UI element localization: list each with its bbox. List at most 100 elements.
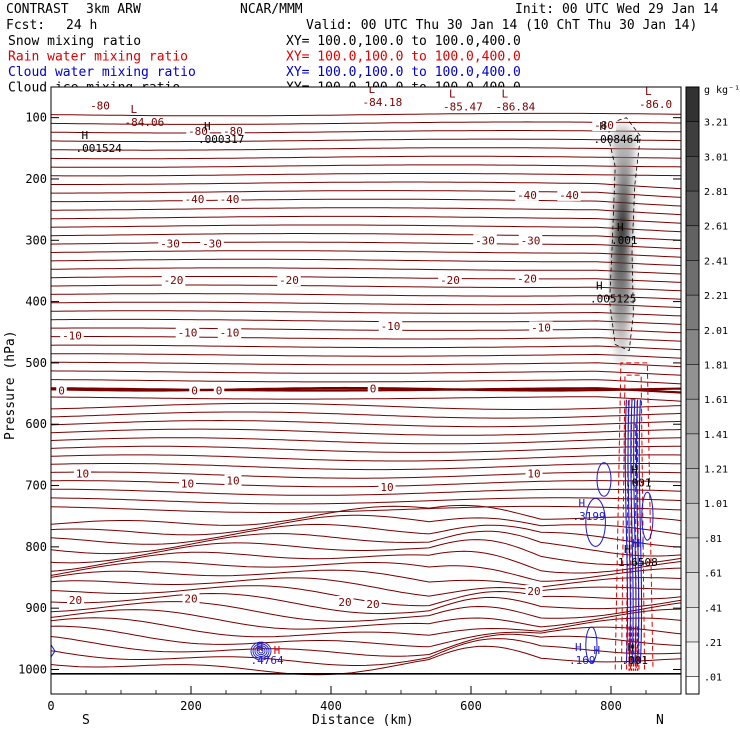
extremum-value: .169 bbox=[569, 654, 596, 667]
isotherm-label-bg bbox=[529, 321, 553, 334]
isotherm-line bbox=[51, 497, 681, 505]
x-tick-label: 200 bbox=[180, 699, 202, 713]
y-tick-label: 1000 bbox=[18, 662, 47, 676]
x-tick-label: 600 bbox=[460, 699, 482, 713]
isotherm-line bbox=[51, 550, 681, 574]
colorbar-cell bbox=[686, 468, 699, 504]
isotherm-label-bg bbox=[438, 274, 462, 287]
isotherm-label-bg bbox=[518, 234, 543, 247]
isotherm-label: -80 bbox=[90, 99, 110, 112]
isotherm-label-bg bbox=[88, 99, 112, 112]
isotherm-label-bg bbox=[182, 592, 200, 605]
isotherm-label-bg bbox=[213, 384, 225, 397]
colorbar-cell bbox=[686, 295, 699, 331]
field-name: Snow mixing ratio bbox=[8, 34, 141, 49]
extremum-value: 1.6508 bbox=[618, 556, 658, 569]
cloud-water-cell bbox=[250, 641, 272, 661]
isotherm-label: 0 bbox=[191, 385, 198, 398]
isotherm-line bbox=[51, 336, 681, 342]
isotherm-line bbox=[51, 147, 681, 151]
isotherm-line bbox=[51, 233, 681, 241]
low-marker: L bbox=[131, 103, 138, 116]
isotherm-label-bg bbox=[67, 594, 84, 607]
isotherm-line bbox=[51, 463, 681, 471]
x-tick-label: 0 bbox=[47, 699, 54, 713]
high-marker: H bbox=[82, 129, 89, 142]
high-marker: H bbox=[628, 641, 635, 654]
colorbar-tick-label: 2.81 bbox=[704, 187, 728, 198]
isotherm-label-bg bbox=[378, 480, 396, 493]
extremum-value: -84.18 bbox=[363, 96, 403, 109]
axes: 0 200 400 600 800100200300400500600700800900… bbox=[18, 111, 682, 713]
isotherm-label: -10 bbox=[531, 321, 551, 334]
isotherm-line bbox=[51, 437, 681, 445]
colorbar-tick-label: 3.01 bbox=[704, 152, 728, 163]
isotherm-label: 0 bbox=[58, 385, 65, 398]
isotherm-label: -10 bbox=[220, 326, 240, 339]
y-tick-label: 700 bbox=[25, 479, 47, 493]
isotherm-line bbox=[51, 411, 681, 419]
rain-contour bbox=[621, 374, 646, 670]
cloud-water-cell bbox=[641, 491, 654, 541]
isotherm-line bbox=[51, 173, 681, 177]
isotherm-line bbox=[51, 608, 681, 630]
isotherm-label: -20 bbox=[440, 274, 460, 287]
isotherm-label: 10 bbox=[226, 475, 239, 488]
colorbar: g kg⁻¹ 3.21 3.01 2.81 2.61 2.41 2.21 2.01 1.81 1… bbox=[685, 85, 740, 712]
isotherm-line bbox=[51, 471, 681, 479]
colorbar-cell bbox=[686, 607, 699, 643]
north-label: N bbox=[656, 713, 664, 728]
high-marker: H bbox=[638, 537, 645, 550]
isotherm-label-bg bbox=[217, 193, 242, 206]
extremum-value: .001 bbox=[611, 234, 638, 247]
cloud-water-contours bbox=[51, 399, 654, 664]
isotherm-line bbox=[51, 130, 681, 134]
temperature-contours bbox=[51, 112, 681, 676]
isotherm-line bbox=[51, 121, 681, 125]
y-tick-label: 800 bbox=[25, 540, 47, 554]
field-legend: Snow mixing ratio XY= 100.0,100.0 to 100.… bbox=[8, 34, 521, 96]
high-marker: H bbox=[617, 221, 624, 234]
high-marker: H bbox=[257, 641, 264, 654]
colorbar-cell bbox=[686, 191, 699, 227]
x-tick-label: 800 bbox=[600, 699, 622, 713]
extremum-value: .3199 bbox=[573, 510, 606, 523]
isotherm-label: 10 bbox=[527, 467, 540, 480]
isotherm-label-bg bbox=[557, 188, 581, 201]
isotherm-line bbox=[51, 164, 681, 168]
colorbar-cell bbox=[686, 260, 699, 296]
high-marker: H bbox=[274, 644, 281, 657]
y-tick-label: 400 bbox=[25, 295, 47, 309]
isotherm-label: -40 bbox=[185, 193, 205, 206]
high-marker: H bbox=[575, 641, 582, 654]
isotherm-line bbox=[51, 419, 681, 428]
colorbar-tick-label: .21 bbox=[704, 638, 722, 649]
isotherm-label-bg bbox=[224, 474, 242, 487]
model-name: 3km ARW bbox=[86, 2, 141, 17]
isotherm-line bbox=[51, 207, 681, 216]
isotherm-line bbox=[51, 276, 681, 283]
isotherm-line bbox=[51, 645, 681, 676]
extremum-value: .000317 bbox=[198, 133, 244, 146]
isotherm-line bbox=[51, 387, 681, 394]
isotherm-line bbox=[51, 488, 681, 496]
y-tick-label: 500 bbox=[25, 356, 47, 370]
isotherm-label: 20 bbox=[69, 594, 82, 607]
extremum-value: .008464 bbox=[594, 133, 641, 146]
colorbar-tick-label: 2.41 bbox=[704, 256, 728, 267]
isotherm-label: -40 bbox=[220, 193, 240, 206]
cloud-water-cell bbox=[51, 644, 56, 658]
isotherm-line bbox=[51, 445, 681, 453]
extremum-value: -84.06 bbox=[125, 116, 165, 129]
field-name: Cloud water mixing ratio bbox=[8, 65, 196, 80]
high-marker: H bbox=[624, 543, 631, 556]
field-entry: Snow mixing ratio XY= 100.0,100.0 to 100.… bbox=[8, 34, 521, 49]
isotherm-line bbox=[51, 258, 681, 267]
cloud-water-contour bbox=[624, 399, 629, 664]
rain-contour bbox=[614, 362, 654, 670]
field-xy: XY= 100.0,100.0 to 100.0,400.0 bbox=[286, 65, 521, 80]
center-name: NCAR/MMM bbox=[240, 2, 303, 17]
isotherm-line bbox=[51, 353, 681, 359]
colorbar-frame bbox=[685, 86, 700, 695]
